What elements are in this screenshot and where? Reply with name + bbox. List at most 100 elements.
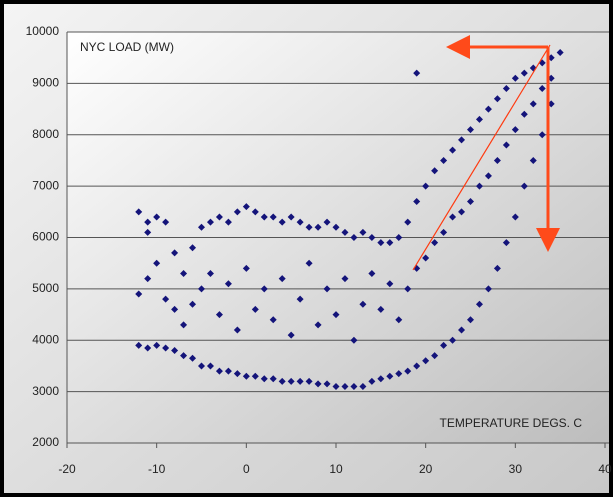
point [475,115,483,123]
point [269,316,277,324]
point [189,300,197,308]
point [215,311,223,319]
point [520,182,528,190]
point [377,375,385,383]
point [475,300,483,308]
point [215,367,223,375]
point [467,198,474,206]
point [180,352,188,360]
point [135,290,143,298]
x-tick-label: -10 [148,462,166,476]
point [323,380,331,388]
point [287,331,295,339]
x-tick-label: -20 [58,462,76,476]
point [493,95,501,103]
point [162,344,170,352]
point [198,223,205,231]
y-tick-label: 3000 [32,384,59,398]
point [260,375,268,383]
point [287,377,295,385]
point [242,372,250,380]
point [440,228,448,236]
y-tick-label: 2000 [32,435,59,449]
y-tick-label: 9000 [32,76,59,90]
point [413,362,421,370]
point [305,259,313,267]
point [269,213,277,221]
point [135,341,143,349]
point [153,341,161,349]
point [278,275,286,283]
point [413,69,421,77]
point [493,156,501,164]
point [395,370,403,378]
point [224,280,232,288]
x-tick-label: 40 [598,462,612,476]
point [180,321,188,329]
point [278,377,286,385]
point [332,223,340,231]
x-tick-label: 30 [509,462,523,476]
point [368,377,376,385]
point [350,382,358,390]
y-tick-label: 4000 [32,332,59,346]
point [314,223,322,231]
point [296,218,304,226]
point [458,136,466,144]
point [538,85,546,93]
point [180,269,188,277]
point [233,326,241,334]
point [251,372,259,380]
point [198,362,205,370]
point [520,110,528,118]
point [287,213,295,221]
point [233,208,241,216]
point [323,218,331,226]
point [511,74,519,82]
point [467,126,474,134]
point [269,375,277,383]
point [422,182,430,190]
point [162,218,170,226]
point [422,254,430,262]
point [449,336,457,344]
point [484,105,492,113]
point [556,49,564,57]
x-axis-label: TEMPERATURE DEGS. C [440,416,583,430]
point [251,305,259,313]
point [296,295,304,303]
point [395,234,403,241]
point [215,213,223,221]
point [377,305,385,313]
y-tick-label: 6000 [32,230,59,244]
point [224,367,232,375]
point [144,228,152,236]
point [144,275,152,283]
point [404,367,412,375]
point [520,69,528,77]
point [305,223,313,231]
point [440,341,448,349]
point [538,131,546,139]
point [449,213,457,221]
point [260,285,268,293]
point [341,275,349,283]
point [511,126,519,134]
point [467,316,474,324]
point [458,326,466,334]
point [144,344,152,352]
point [431,167,439,175]
point [144,218,152,226]
point [529,100,537,108]
point [171,305,179,313]
point [198,285,205,293]
point [431,352,439,360]
x-tick-label: 0 [243,462,250,476]
point [162,295,170,303]
point [484,285,492,293]
point [233,370,241,378]
y-tick-label: 8000 [32,127,59,141]
point [242,203,250,211]
